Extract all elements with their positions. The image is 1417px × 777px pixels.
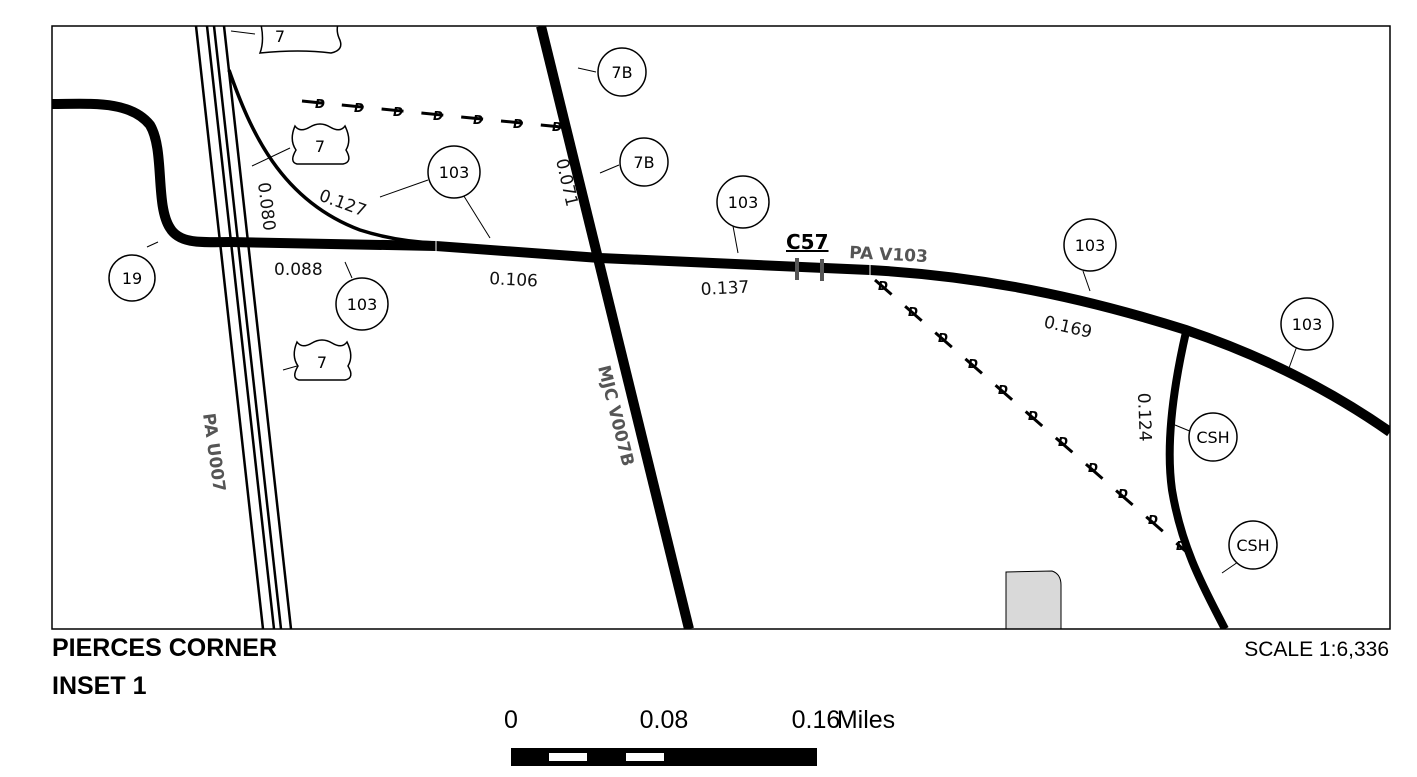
svg-text:103: 103 [347, 295, 378, 314]
route-103-shield: 103 [1063, 218, 1117, 272]
svg-text:7: 7 [315, 137, 325, 156]
svg-text:D: D [1118, 487, 1128, 501]
svg-text:D: D [938, 331, 948, 345]
svg-text:D: D [968, 357, 978, 371]
route-103-shield: 103 [427, 145, 481, 199]
svg-text:D: D [393, 105, 403, 119]
csh-shield: CSH [1228, 520, 1278, 570]
svg-text:103: 103 [1075, 236, 1106, 255]
route-103-shield: 103 [335, 277, 389, 331]
road-label-pa-u007: PA U007 [198, 412, 229, 493]
route-103-shield: 103 [1280, 297, 1334, 351]
building-polygon [1005, 570, 1062, 629]
svg-text:7: 7 [275, 27, 285, 46]
map-title-line2: INSET 1 [52, 672, 147, 700]
svg-text:CSH: CSH [1196, 428, 1229, 447]
svg-text:7B: 7B [633, 153, 654, 172]
dashed-road-north [301, 99, 572, 130]
svg-text:D: D [1058, 435, 1068, 449]
segment-label-0106: 0.106 [489, 269, 539, 292]
leader-lines [146, 30, 1298, 574]
dashed-road-letters: D D D D D D D D D D D D D D D D D D [315, 97, 1186, 553]
csh-shield: CSH [1188, 412, 1238, 462]
svg-text:19: 19 [122, 269, 142, 288]
pa-u007-lane-west-inner [205, 26, 276, 629]
map-title-line1: PIERCES CORNER [52, 634, 277, 662]
scale-bar-tick-008: 0.08 [640, 706, 689, 734]
svg-text:D: D [1148, 513, 1158, 527]
svg-text:D: D [908, 305, 918, 319]
svg-text:7: 7 [317, 353, 327, 372]
svg-text:D: D [552, 120, 562, 134]
mjc-v007b-road [536, 26, 694, 629]
svg-text:CSH: CSH [1236, 536, 1269, 555]
svg-text:D: D [878, 279, 888, 293]
pa-u007-lane-east-inner [212, 26, 283, 629]
scale-bar-tick-016: 0.16 [792, 706, 841, 734]
pa-u007-lane-west-outer [194, 26, 265, 629]
route-7b-shield: 7B [619, 137, 669, 187]
scale-bar-tick-0: 0 [504, 706, 518, 734]
svg-text:7B: 7B [611, 63, 632, 82]
scale-bar-units: Miles [837, 706, 895, 734]
segment-label-0124: 0.124 [1133, 392, 1155, 441]
svg-text:D: D [513, 117, 523, 131]
csh-road [1165, 331, 1229, 629]
segment-label-0080: 0.080 [253, 181, 279, 232]
svg-text:103: 103 [728, 193, 759, 212]
svg-text:D: D [1176, 539, 1186, 553]
control-point-label: C57 [786, 230, 829, 254]
ramp-curve [227, 69, 437, 245]
road-label-pa-v103: PA V103 [849, 243, 929, 267]
scale-bar: 0 0.08 0.16 Miles [504, 706, 895, 766]
svg-text:D: D [1028, 409, 1038, 423]
dashed-road-southeast [874, 278, 1191, 557]
us-route-shield: 7 [291, 123, 350, 165]
us-route-shield: 7 [258, 26, 342, 54]
route-103-shield: 103 [716, 175, 770, 229]
svg-text:D: D [315, 97, 325, 111]
route-7b-shield: 7B [597, 47, 647, 97]
svg-text:D: D [998, 383, 1008, 397]
segment-label-0137: 0.137 [700, 277, 750, 300]
svg-text:D: D [354, 101, 364, 115]
svg-text:D: D [473, 113, 483, 127]
map-frame [51, 25, 1391, 630]
pa-u007-lane-east-outer [222, 26, 293, 629]
scale-text: SCALE 1:6,336 [1244, 638, 1389, 661]
svg-text:D: D [1088, 461, 1098, 475]
route-19-shield: 19 [108, 254, 156, 302]
svg-text:103: 103 [1292, 315, 1323, 334]
segment-label-0169: 0.169 [1042, 312, 1094, 342]
map-content: D D D D D D D D D D D D D D D D D D [52, 26, 1390, 629]
segment-label-0088: 0.088 [274, 260, 323, 280]
segment-label-0127: 0.127 [316, 186, 369, 221]
us-route-shield: 7 [293, 339, 352, 381]
svg-text:D: D [433, 109, 443, 123]
svg-text:103: 103 [439, 163, 470, 182]
